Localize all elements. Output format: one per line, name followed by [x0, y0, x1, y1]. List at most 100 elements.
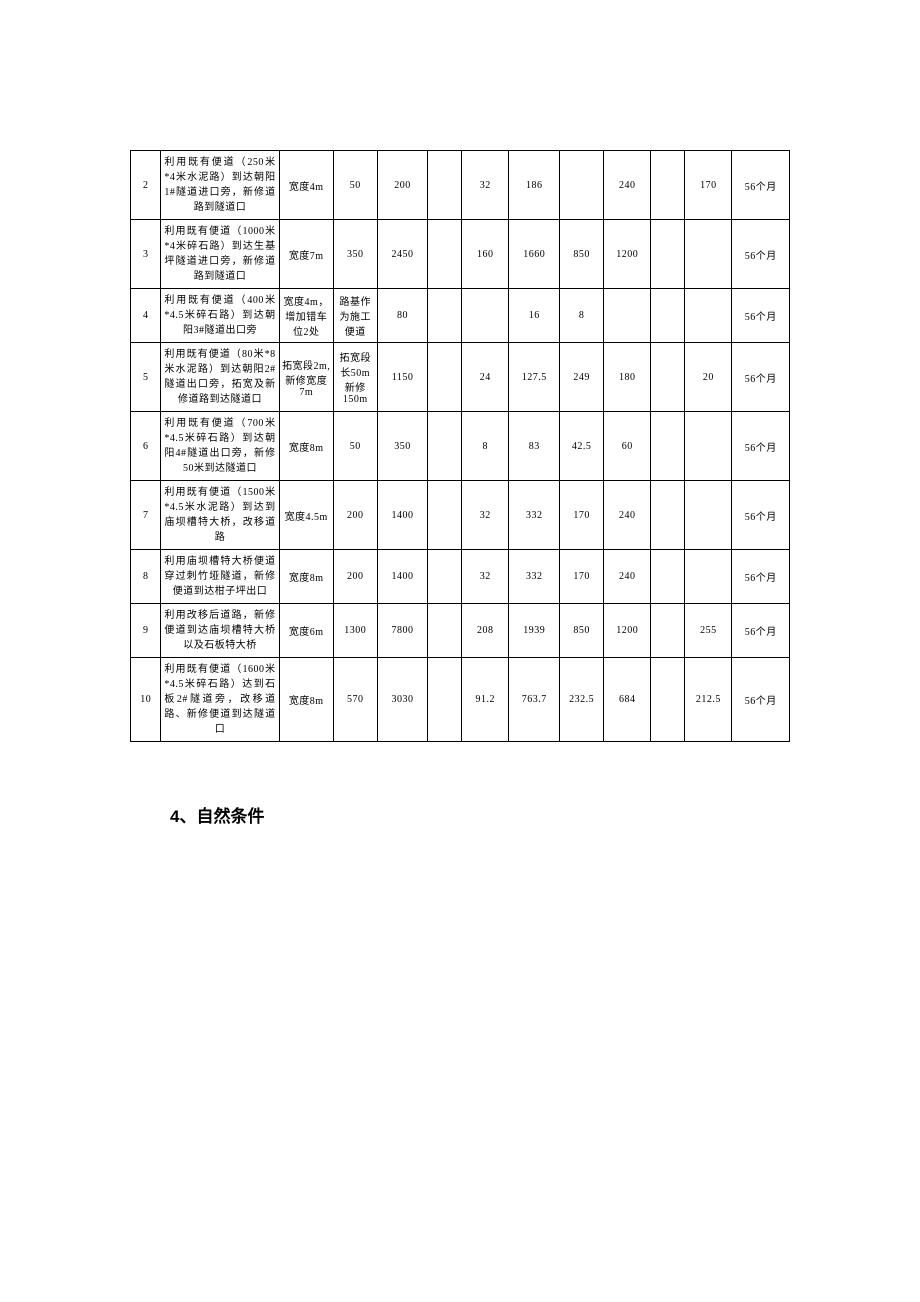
table-cell-c10	[651, 481, 685, 550]
table-row: 2利用既有便道（250米*4米水泥路）到达朝阳1#隧道进口旁，新修道路到隧道口宽…	[131, 151, 790, 220]
table-cell-c8: 42.5	[560, 412, 604, 481]
table-cell-dur: 56个月	[732, 658, 790, 742]
table-cell-c6: 160	[462, 220, 509, 289]
table-cell-desc: 利用既有便道（1500米*4.5米水泥路）到达到庙坝槽特大桥，改移道路	[161, 481, 279, 550]
table-cell-c10	[651, 151, 685, 220]
table-cell-dur: 56个月	[732, 220, 790, 289]
table-cell-spec: 拓宽段2m,新修宽度7m	[279, 343, 333, 412]
table-cell-dur: 56个月	[732, 550, 790, 604]
table-cell-c10	[651, 412, 685, 481]
table-cell-dur: 56个月	[732, 289, 790, 343]
table-cell-c5	[428, 220, 462, 289]
table-cell-c7: 1939	[509, 604, 560, 658]
table-cell-c3: 1300	[333, 604, 377, 658]
table-cell-c6: 208	[462, 604, 509, 658]
table-cell-spec: 宽度4.5m	[279, 481, 333, 550]
table-cell-c9: 60	[604, 412, 651, 481]
table-cell-c7: 332	[509, 481, 560, 550]
table-cell-idx: 4	[131, 289, 161, 343]
table-cell-c11	[685, 412, 732, 481]
table-cell-dur: 56个月	[732, 151, 790, 220]
table-cell-c5	[428, 481, 462, 550]
table-cell-c11	[685, 481, 732, 550]
table-cell-c4: 80	[377, 289, 428, 343]
table-cell-c9	[604, 289, 651, 343]
table-cell-c3: 50	[333, 412, 377, 481]
table-row: 7利用既有便道（1500米*4.5米水泥路）到达到庙坝槽特大桥，改移道路宽度4.…	[131, 481, 790, 550]
table-cell-dur: 56个月	[732, 343, 790, 412]
table-cell-c8	[560, 151, 604, 220]
table-cell-c4: 1400	[377, 550, 428, 604]
table-cell-c7: 332	[509, 550, 560, 604]
table-cell-c8: 170	[560, 550, 604, 604]
table-cell-spec: 宽度4m，增加错车位2处	[279, 289, 333, 343]
table-cell-c8: 850	[560, 604, 604, 658]
table-cell-spec: 宽度8m	[279, 412, 333, 481]
table-cell-c6: 91.2	[462, 658, 509, 742]
table-cell-c4: 7800	[377, 604, 428, 658]
table-cell-desc: 利用既有便道（400米*4.5米碎石路）到达朝阳3#隧道出口旁	[161, 289, 279, 343]
table-cell-c4: 350	[377, 412, 428, 481]
table-cell-c6: 24	[462, 343, 509, 412]
table-cell-spec: 宽度7m	[279, 220, 333, 289]
table-cell-c8: 170	[560, 481, 604, 550]
table-cell-c7: 127.5	[509, 343, 560, 412]
table-cell-c10	[651, 604, 685, 658]
table-cell-c7: 83	[509, 412, 560, 481]
table-cell-c11: 255	[685, 604, 732, 658]
table-cell-c6: 32	[462, 151, 509, 220]
table-cell-c4: 2450	[377, 220, 428, 289]
table-cell-c3: 200	[333, 481, 377, 550]
table-cell-c3: 路基作为施工便道	[333, 289, 377, 343]
table-cell-idx: 2	[131, 151, 161, 220]
table-cell-spec: 宽度8m	[279, 658, 333, 742]
table-cell-desc: 利用庙坝槽特大桥便道穿过刺竹垭隧道，新修便道到达柑子坪出口	[161, 550, 279, 604]
table-cell-c10	[651, 343, 685, 412]
table-cell-c8: 8	[560, 289, 604, 343]
table-cell-dur: 56个月	[732, 481, 790, 550]
table-cell-c11: 170	[685, 151, 732, 220]
table-cell-c10	[651, 658, 685, 742]
table-cell-desc: 利用改移后道路，新修便道到达庙坝槽特大桥以及石板特大桥	[161, 604, 279, 658]
table-cell-desc: 利用既有便道（1000米*4米碎石路）到达生基坪隧道进口旁，新修道路到隧道口	[161, 220, 279, 289]
table-cell-c6: 32	[462, 550, 509, 604]
table-cell-c5	[428, 604, 462, 658]
table-cell-c3: 50	[333, 151, 377, 220]
table-cell-idx: 6	[131, 412, 161, 481]
table-cell-c5	[428, 289, 462, 343]
table-cell-c8: 232.5	[560, 658, 604, 742]
table-cell-c8: 249	[560, 343, 604, 412]
table-cell-c7: 186	[509, 151, 560, 220]
table-cell-c11: 212.5	[685, 658, 732, 742]
table-cell-spec: 宽度8m	[279, 550, 333, 604]
table-row: 8利用庙坝槽特大桥便道穿过刺竹垭隧道，新修便道到达柑子坪出口宽度8m200140…	[131, 550, 790, 604]
table-cell-desc: 利用既有便道（700米*4.5米碎石路）到达朝阳4#隧道出口旁，新修50米到达隧…	[161, 412, 279, 481]
table-cell-c5	[428, 343, 462, 412]
table-cell-c4: 200	[377, 151, 428, 220]
table-cell-c9: 240	[604, 550, 651, 604]
table-cell-c11	[685, 550, 732, 604]
table-cell-c5	[428, 658, 462, 742]
table-cell-desc: 利用既有便道（1600米*4.5米碎石路）达到石板2#隧道旁，改移道路、新修便道…	[161, 658, 279, 742]
table-row: 9利用改移后道路，新修便道到达庙坝槽特大桥以及石板特大桥宽度6m13007800…	[131, 604, 790, 658]
table-cell-idx: 9	[131, 604, 161, 658]
table-cell-c3: 拓宽段长50m 新修150m	[333, 343, 377, 412]
table-cell-idx: 7	[131, 481, 161, 550]
table-cell-c3: 570	[333, 658, 377, 742]
table-cell-dur: 56个月	[732, 604, 790, 658]
table-cell-c10	[651, 289, 685, 343]
table-cell-c9: 1200	[604, 220, 651, 289]
table-cell-c6: 8	[462, 412, 509, 481]
data-table: 2利用既有便道（250米*4米水泥路）到达朝阳1#隧道进口旁，新修道路到隧道口宽…	[130, 150, 790, 742]
table-cell-idx: 8	[131, 550, 161, 604]
section-heading: 4、自然条件	[170, 802, 790, 827]
table-cell-c4: 3030	[377, 658, 428, 742]
table-cell-c9: 240	[604, 151, 651, 220]
table-cell-idx: 5	[131, 343, 161, 412]
table-cell-c7: 1660	[509, 220, 560, 289]
table-cell-spec: 宽度6m	[279, 604, 333, 658]
table-cell-c3: 200	[333, 550, 377, 604]
table-row: 3利用既有便道（1000米*4米碎石路）到达生基坪隧道进口旁，新修道路到隧道口宽…	[131, 220, 790, 289]
table-cell-c7: 16	[509, 289, 560, 343]
table-cell-idx: 3	[131, 220, 161, 289]
